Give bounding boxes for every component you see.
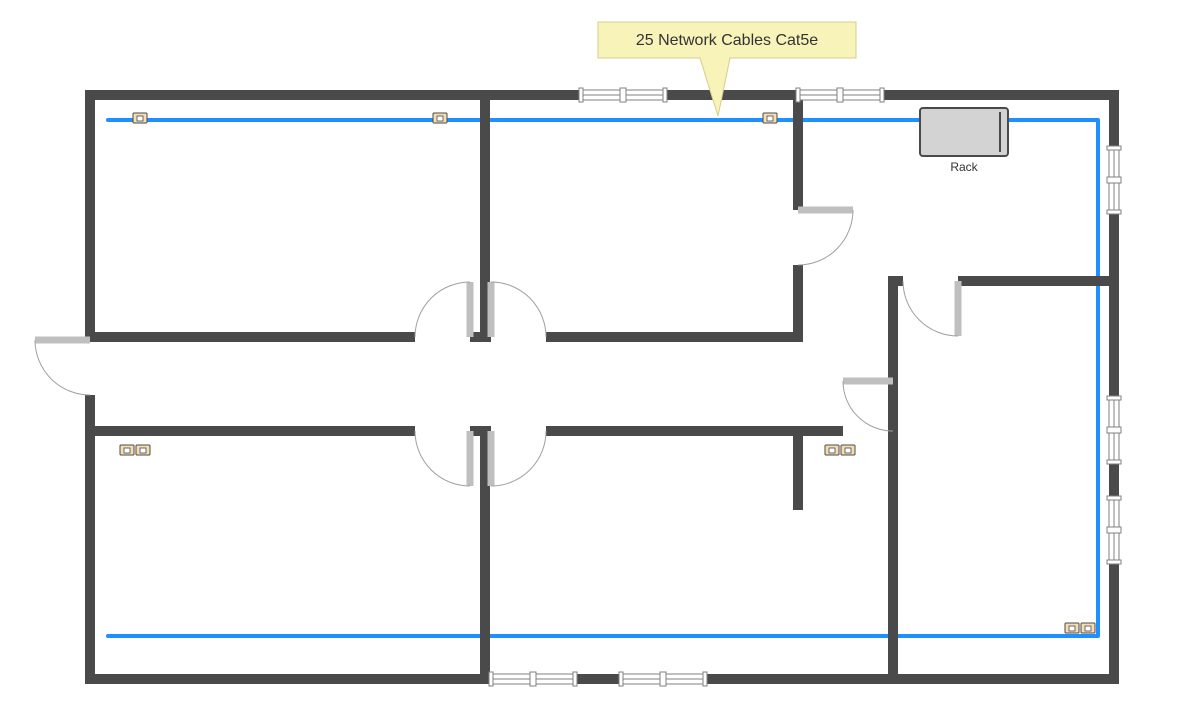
wall xyxy=(793,265,803,342)
network-cable-run xyxy=(108,120,1098,636)
wall xyxy=(958,276,1114,286)
wall xyxy=(893,276,903,286)
wall xyxy=(85,90,95,340)
network-jack xyxy=(1065,623,1095,633)
network-jack xyxy=(763,113,777,123)
wall xyxy=(880,90,1119,100)
network-jack xyxy=(120,445,150,455)
door-arc xyxy=(35,340,90,395)
wall xyxy=(793,431,803,510)
callout-text: 25 Network Cables Cat5e xyxy=(636,32,818,49)
wall xyxy=(1109,90,1119,150)
wall xyxy=(90,426,415,436)
walls-layer xyxy=(85,90,1119,684)
wall xyxy=(546,332,798,342)
wall xyxy=(1109,210,1119,400)
network-jack xyxy=(825,445,855,455)
door-arc xyxy=(903,281,958,336)
wall xyxy=(888,276,898,679)
floorplan-svg: Rack 25 Network Cables Cat5e xyxy=(0,0,1202,723)
wall xyxy=(85,90,583,100)
wall xyxy=(85,674,493,684)
wall xyxy=(573,674,623,684)
wall xyxy=(703,674,1119,684)
callout-layer: 25 Network Cables Cat5e xyxy=(598,22,856,116)
rack-icon xyxy=(920,108,1008,156)
door-arc xyxy=(491,282,546,337)
door-arc xyxy=(415,282,470,337)
cables-layer xyxy=(108,120,1098,636)
door-arc xyxy=(415,431,470,486)
network-jack xyxy=(433,113,447,123)
floorplan-stage: Rack 25 Network Cables Cat5e xyxy=(0,0,1202,723)
door-arc xyxy=(491,431,546,486)
door-arc xyxy=(843,381,893,431)
doors-layer xyxy=(35,210,958,486)
wall xyxy=(1109,460,1119,500)
wall xyxy=(793,95,803,210)
wall xyxy=(85,395,95,684)
rack-label: Rack xyxy=(950,160,978,174)
door-arc xyxy=(798,210,853,265)
wall xyxy=(1109,560,1119,684)
network-jack xyxy=(133,113,147,123)
windows-layer xyxy=(489,88,1121,686)
equipment-layer: Rack xyxy=(920,108,1008,174)
wall xyxy=(90,332,415,342)
wall xyxy=(663,90,800,100)
jacks-layer xyxy=(120,113,1095,633)
